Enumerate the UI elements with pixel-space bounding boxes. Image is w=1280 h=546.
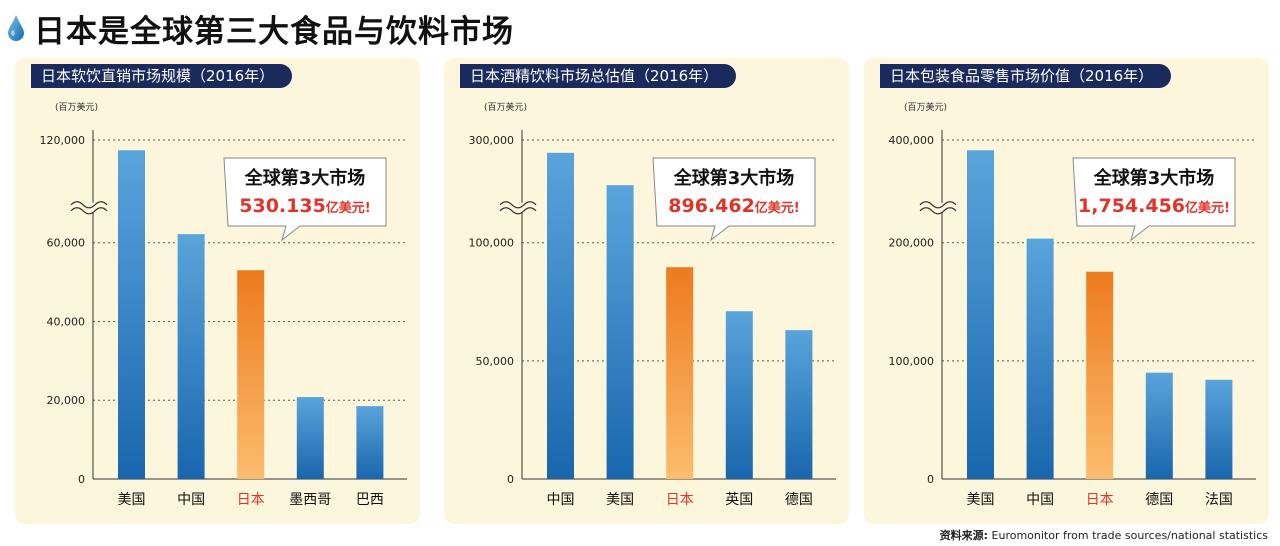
page-header: 日本是全球第三大食品与饮料市场 xyxy=(6,6,514,50)
bar-美国 xyxy=(606,185,634,479)
bar-美国 xyxy=(967,150,994,479)
y-tick-label: 120,000 xyxy=(40,134,86,147)
callout-heading: 全球第3大市场 xyxy=(673,167,795,189)
callout-number: 530.135 xyxy=(239,195,326,217)
bar-中国 xyxy=(1026,238,1054,479)
bar-中国 xyxy=(177,234,205,479)
callout-bubble: 全球第3大市场 896.462亿美元! xyxy=(652,157,816,242)
y-tick-label: 100,000 xyxy=(469,237,515,250)
chart-alcoholic-drinks: (百万美元) 0 50,000 100,000 300,000 中国 美国 日本 英国 德国 全球第… xyxy=(469,101,836,508)
chart-soft-drinks: (百万美元) 0 20,000 40,000 60,000 120,000 美国 中国 日本 墨西… xyxy=(40,101,407,508)
source-note: 资料来源: Euromonitor from trade sources/nat… xyxy=(940,527,1268,543)
axis-break-mark xyxy=(919,201,957,209)
chart-title: 日本包装食品零售市场价值（2016年） xyxy=(880,64,1172,88)
bar-日本 xyxy=(666,267,694,479)
callout-number: 896.462 xyxy=(668,195,755,217)
axis-break-mark xyxy=(70,201,108,209)
callout-box xyxy=(223,157,387,242)
callout-suffix: 亿美元! xyxy=(326,200,371,216)
callout-heading: 全球第3大市场 xyxy=(1093,167,1215,189)
y-tick-label: 100,000 xyxy=(889,355,935,368)
callout-value: 896.462亿美元! xyxy=(668,195,799,217)
source-text: Euromonitor from trade sources/national … xyxy=(991,529,1268,542)
axis-break-mark xyxy=(499,201,537,209)
callout-box xyxy=(652,157,816,242)
x-tick-label: 美国 xyxy=(606,492,634,508)
x-tick-label: 中国 xyxy=(177,492,205,508)
x-tick-label: 美国 xyxy=(118,492,146,508)
x-tick-label: 德国 xyxy=(785,492,813,508)
x-tick-label: 日本 xyxy=(1086,492,1114,508)
water-drop-icon xyxy=(8,15,24,41)
x-tick-label: 法国 xyxy=(1205,492,1233,508)
y-tick-label: 0 xyxy=(507,473,514,486)
y-tick-label: 40,000 xyxy=(47,315,86,328)
unit-label: (百万美元) xyxy=(904,101,947,113)
chart-packaged-food: (百万美元) 0 100,000 200,000 400,000 美国 中国 日本 德国 法国 全球… xyxy=(889,101,1256,508)
x-tick-label: 日本 xyxy=(666,492,694,508)
callout-suffix: 亿美元! xyxy=(755,200,800,216)
bar-德国 xyxy=(785,330,813,479)
chart-panel-alcoholic-drinks: (百万美元) 0 50,000 100,000 300,000 中国 美国 日本 英国 德国 全球第… xyxy=(444,58,849,524)
x-tick-label: 中国 xyxy=(547,492,575,508)
chart-title: 日本酒精饮料市场总估值（2016年） xyxy=(460,64,737,88)
y-tick-label: 0 xyxy=(927,473,934,486)
y-tick-label: 300,000 xyxy=(469,134,515,147)
axis-break-mark xyxy=(499,207,537,215)
bar-日本 xyxy=(237,270,265,479)
x-tick-label: 中国 xyxy=(1026,492,1054,508)
bar-日本 xyxy=(1086,271,1114,479)
x-tick-label: 英国 xyxy=(725,491,753,508)
callout-number: 1,754.456 xyxy=(1078,195,1185,217)
chart-title: 日本软饮直销市场规模（2016年） xyxy=(31,64,293,88)
y-tick-label: 60,000 xyxy=(47,237,86,250)
x-tick-label: 美国 xyxy=(967,492,995,508)
chart-panel-packaged-food: (百万美元) 0 100,000 200,000 400,000 美国 中国 日本 德国 法国 全球… xyxy=(864,58,1269,524)
callout-suffix: 亿美元! xyxy=(1185,200,1230,216)
x-tick-label: 巴西 xyxy=(356,492,384,508)
callout-bubble: 全球第3大市场 1,754.456亿美元! xyxy=(1072,157,1236,242)
callout-heading: 全球第3大市场 xyxy=(244,167,366,189)
axis-break-bg xyxy=(934,202,950,213)
callout-bubble: 全球第3大市场 530.135亿美元! xyxy=(223,157,387,242)
bar-中国 xyxy=(547,152,574,479)
y-tick-label: 20,000 xyxy=(47,394,86,407)
y-tick-label: 200,000 xyxy=(889,237,935,250)
bar-德国 xyxy=(1145,372,1173,479)
callout-box xyxy=(1072,157,1236,242)
bar-墨西哥 xyxy=(296,397,324,479)
x-tick-label: 墨西哥 xyxy=(289,492,331,508)
bar-法国 xyxy=(1205,379,1233,479)
bar-英国 xyxy=(725,311,753,479)
y-tick-label: 0 xyxy=(78,473,85,486)
x-tick-label: 日本 xyxy=(237,492,265,508)
y-tick-label: 50,000 xyxy=(476,355,515,368)
axis-break-mark xyxy=(919,207,957,215)
unit-label: (百万美元) xyxy=(484,101,527,113)
bar-美国 xyxy=(118,150,145,479)
chart-panel-soft-drinks: (百万美元) 0 20,000 40,000 60,000 120,000 美国 中国 日本 墨西… xyxy=(15,58,420,524)
callout-value: 530.135亿美元! xyxy=(239,195,370,217)
source-label: 资料来源: xyxy=(939,529,989,542)
axis-break-bg xyxy=(514,202,530,213)
bar-巴西 xyxy=(356,406,384,479)
callout-value: 1,754.456亿美元! xyxy=(1078,195,1230,217)
unit-label: (百万美元) xyxy=(55,101,98,113)
y-tick-label: 400,000 xyxy=(889,134,935,147)
x-tick-label: 德国 xyxy=(1145,492,1173,508)
axis-break-mark xyxy=(70,207,108,215)
page-title: 日本是全球第三大食品与饮料市场 xyxy=(34,13,514,50)
axis-break-bg xyxy=(85,202,101,213)
